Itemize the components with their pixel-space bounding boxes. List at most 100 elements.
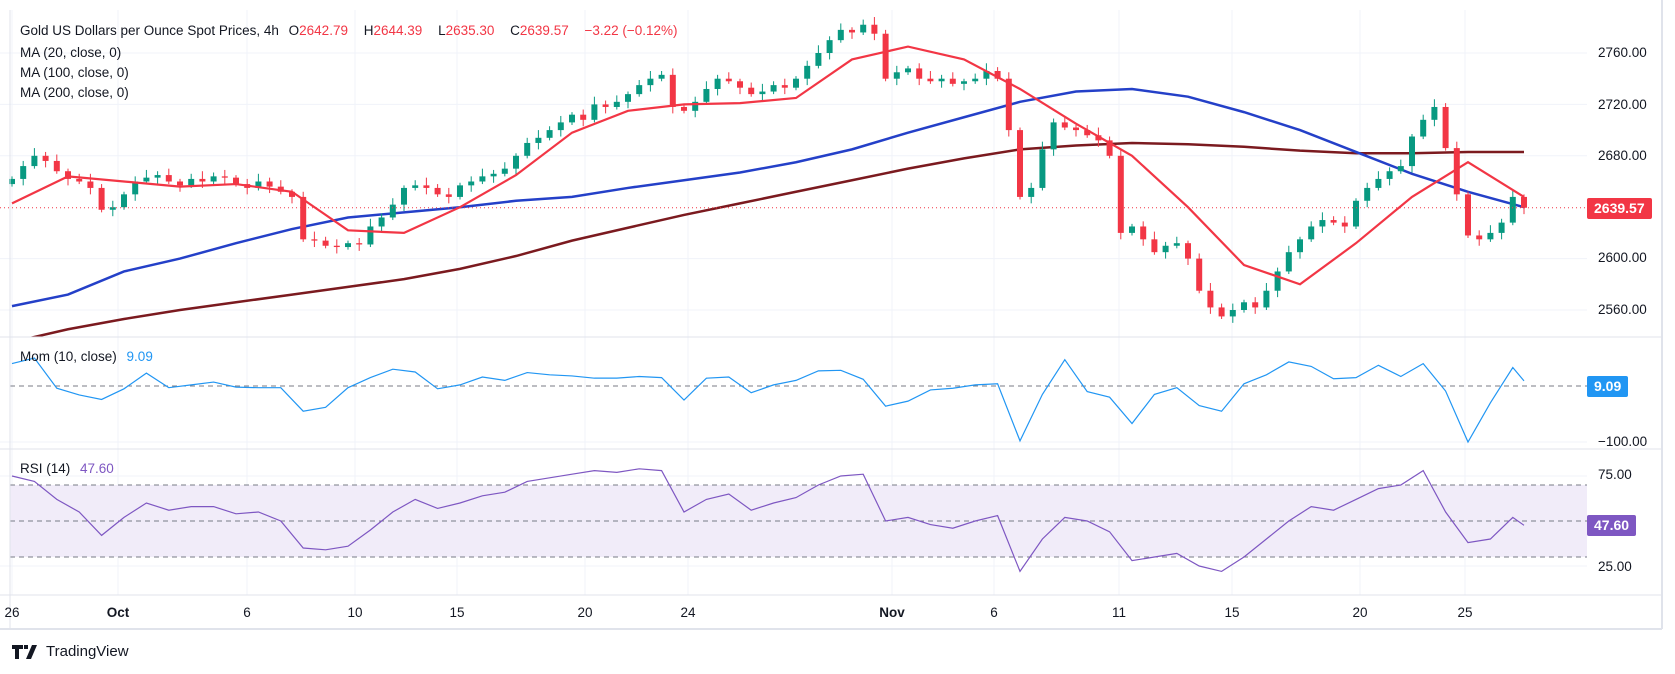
candle-body [849, 29, 855, 33]
candle-body [994, 70, 1001, 79]
candle [31, 148, 38, 169]
candle [1162, 241, 1169, 259]
candle-body [490, 173, 497, 177]
candle [927, 70, 934, 84]
candle [569, 112, 575, 125]
candle-body [1050, 122, 1057, 150]
candle [625, 91, 631, 109]
candle [445, 187, 452, 204]
candle-body [1442, 106, 1449, 149]
candle [389, 198, 396, 221]
rsi-label: RSI (14) [20, 461, 71, 476]
candle [938, 74, 945, 88]
candle-body [479, 176, 486, 182]
candle-body [345, 243, 351, 248]
candle [849, 27, 855, 39]
candle [1039, 141, 1046, 191]
candle [524, 137, 531, 159]
candle [961, 78, 967, 91]
candle-body [468, 181, 475, 186]
ohlc-high: H2644.39 [363, 23, 423, 38]
candle-body [714, 78, 721, 89]
rsi-value: 47.60 [80, 461, 114, 476]
date-label: 10 [347, 605, 363, 620]
momentum-legend[interactable]: Mom (10, close) 9.09 [20, 349, 159, 364]
candle [860, 19, 867, 36]
candles [9, 17, 1527, 323]
candle-body [1297, 239, 1303, 253]
candle [591, 96, 598, 123]
rsi-tick: 75.00 [1598, 467, 1632, 482]
candle-body [602, 104, 609, 107]
candle-body [647, 78, 654, 86]
ma100-legend[interactable]: MA (100, close, 0) [20, 65, 129, 80]
candle-body [759, 91, 766, 95]
candle-body [98, 187, 105, 210]
candle [1375, 171, 1382, 191]
tradingview-logo[interactable]: TradingView [12, 643, 129, 660]
candle-body [636, 85, 643, 95]
candle-body [65, 171, 71, 179]
candle [42, 151, 49, 168]
candle [1218, 303, 1225, 319]
candle-body [949, 78, 956, 84]
candle [871, 17, 878, 41]
candle [479, 168, 486, 185]
candle [210, 172, 217, 185]
candle [1241, 299, 1247, 313]
date-label: Nov [879, 605, 905, 620]
candle [1364, 182, 1371, 208]
candle [535, 130, 542, 150]
candle [434, 184, 441, 197]
candle [76, 173, 83, 185]
rsi-tick: 25.00 [1598, 559, 1632, 574]
candle-body [199, 178, 206, 182]
candle-body [266, 181, 273, 187]
rsi-value-tag: 47.60 [1587, 515, 1637, 536]
candle [714, 74, 721, 96]
rsi-legend[interactable]: RSI (14) 47.60 [20, 461, 120, 476]
candle [490, 169, 497, 183]
candle-body [1005, 78, 1012, 131]
candle-body [1140, 226, 1147, 240]
candle-body [109, 207, 116, 210]
candle-body [546, 130, 553, 138]
candle [143, 169, 150, 185]
candle-body [826, 40, 833, 53]
ma200-legend[interactable]: MA (200, close, 0) [20, 85, 129, 100]
candle-body [871, 24, 878, 34]
candle [837, 23, 844, 43]
candle [333, 239, 340, 254]
candle-body [927, 78, 934, 82]
candle-body [221, 176, 228, 178]
symbol-legend: Gold US Dollars per Ounce Spot Prices, 4… [20, 23, 684, 38]
candle [804, 60, 811, 86]
ma20-legend[interactable]: MA (20, close, 0) [20, 45, 122, 60]
candle [793, 76, 799, 91]
candle-body [322, 240, 329, 246]
candle-body [412, 185, 419, 188]
candle [221, 169, 228, 185]
date-label: 15 [1224, 605, 1240, 620]
candle [345, 240, 351, 250]
candle-body [1252, 302, 1259, 308]
candle-body [1341, 222, 1348, 227]
price-tick: 2680.00 [1598, 148, 1647, 163]
momentum-label: Mom (10, close) [20, 349, 117, 364]
candle-body [1218, 307, 1225, 317]
candle [636, 79, 643, 97]
momentum-value-tag: 9.09 [1587, 376, 1629, 397]
candle [748, 82, 755, 97]
candle-body [87, 181, 94, 188]
candle [1263, 283, 1270, 310]
date-label: 26 [4, 605, 20, 620]
candle-body [681, 106, 687, 111]
candle-body [625, 94, 631, 102]
candle [20, 160, 27, 186]
candle-body [1453, 148, 1460, 195]
candle [109, 200, 116, 217]
candle-body [557, 122, 564, 131]
rsi-line [11, 468, 1525, 573]
candle-body [1353, 200, 1359, 227]
